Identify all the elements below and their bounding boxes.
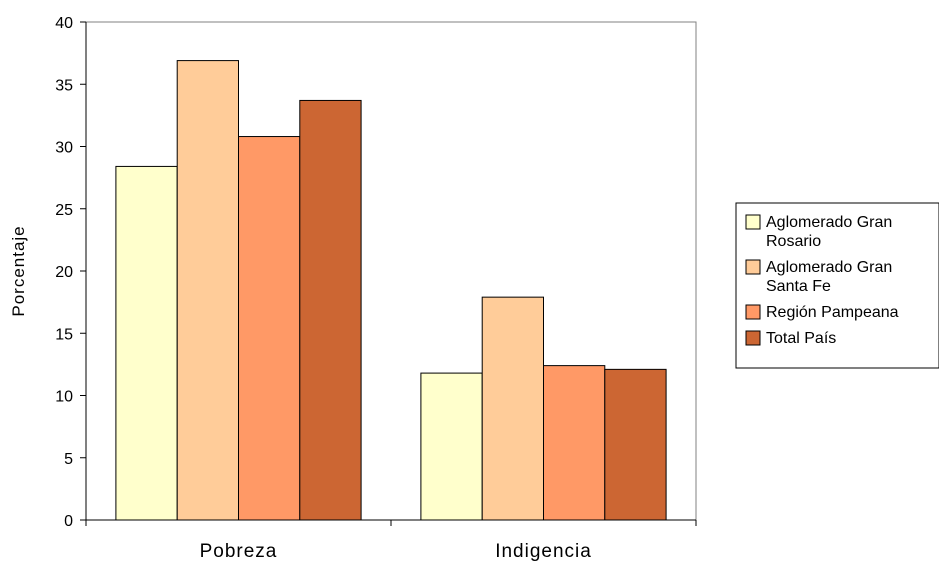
y-axis-ticks: 0 5 10 15 20 25 30 35 40 [55,15,86,530]
bar-pobreza-series-3 [238,136,301,521]
y-tick-label: 30 [55,140,73,157]
x-category-label: Indigencia [495,541,592,562]
legend-swatch [745,259,761,275]
bar-indigencia-series-4 [604,368,667,521]
bar-pobreza-series-2 [176,60,239,521]
y-tick-label: 0 [64,513,73,530]
y-tick-label: 5 [64,451,73,468]
legend-label: Región Pampeana [766,304,899,321]
bar-indigencia-series-1 [420,372,483,521]
y-tick-label: 15 [55,326,73,343]
legend-label: Total País [766,330,836,347]
bar-pobreza-series-1 [115,165,178,521]
legend-label: Aglomerado Gran Rosario [766,214,892,250]
y-axis-title: Porcentaje [9,225,28,316]
legend: Aglomerado Gran Rosario Aglomerado Gran San… [735,202,939,369]
bars-group [115,60,667,521]
bar-indigencia-series-3 [543,365,606,521]
bar-indigencia-series-2 [481,296,545,521]
x-category-label: Pobreza [200,541,278,562]
y-tick-label: 10 [55,389,73,406]
y-tick-label: 25 [55,202,73,219]
legend-label-line: Aglomerado Gran [766,214,892,231]
legend-label-line: Total País [766,330,836,347]
legend-label-line: Aglomerado Gran [766,259,892,276]
legend-swatch [745,330,761,346]
y-tick-label: 40 [55,15,73,32]
legend-label-line: Santa Fe [766,278,831,295]
legend-swatch [745,304,761,320]
legend-swatch [745,214,761,230]
legend-frame [735,202,939,369]
y-tick-label: 35 [55,77,73,94]
legend-label-line: Rosario [766,233,821,250]
legend-label: Aglomerado Gran Santa Fe [766,259,892,295]
bar-pobreza-series-4 [299,99,362,521]
legend-label-line: Región Pampeana [766,304,899,321]
x-axis: Pobreza Indigencia [85,519,697,562]
y-tick-label: 20 [55,264,73,281]
